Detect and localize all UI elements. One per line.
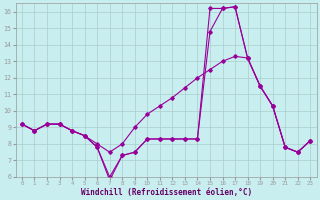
X-axis label: Windchill (Refroidissement éolien,°C): Windchill (Refroidissement éolien,°C) xyxy=(81,188,252,197)
